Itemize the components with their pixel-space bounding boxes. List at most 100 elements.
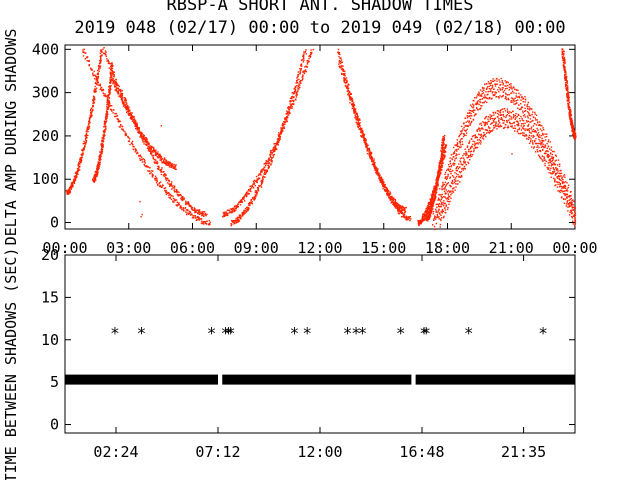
panel-1-point — [499, 126, 501, 128]
panel-1-point — [533, 131, 536, 133]
panel-1-point — [480, 135, 483, 137]
panel-1-point — [563, 198, 565, 200]
panel-1-point — [438, 174, 441, 177]
panel-1-point — [136, 125, 139, 128]
panel-1-point — [177, 194, 180, 196]
panel-1-point — [452, 153, 454, 155]
panel-1-point — [283, 127, 285, 129]
panel-1-point — [141, 159, 143, 161]
panel-1-point — [436, 215, 439, 217]
panel-1-point — [106, 97, 109, 99]
panel-1-point — [253, 181, 255, 184]
panel-1-point — [311, 51, 313, 54]
panel-1-point — [537, 142, 540, 145]
panel-1-point — [164, 158, 166, 160]
panel-1-point — [527, 101, 530, 104]
panel-1-point — [242, 197, 244, 199]
panel-1-point — [114, 89, 116, 91]
panel-1-point — [353, 111, 355, 113]
panel-1-point — [522, 127, 524, 129]
panel-1-point — [132, 119, 134, 121]
panel-1-point — [461, 132, 463, 134]
panel-1-point — [528, 130, 530, 132]
panel-1-point — [438, 218, 440, 220]
panel-1-point — [533, 135, 535, 138]
panel-1-point — [71, 184, 73, 186]
panel-1-point — [101, 54, 103, 56]
panel-1-point — [497, 89, 499, 91]
panel-1-point — [355, 108, 357, 110]
panel-1-point — [481, 137, 483, 139]
panel-1-point — [554, 180, 556, 182]
panel-1-point — [100, 87, 102, 89]
panel-1-point — [88, 120, 91, 122]
panel-1-point — [120, 124, 122, 126]
panel-1-point — [162, 184, 164, 187]
panel-1-point — [260, 183, 263, 186]
panel-1-point — [543, 157, 545, 160]
panel-1-point — [452, 163, 454, 165]
panel-1-point — [565, 189, 567, 192]
panel-1-point — [541, 139, 543, 142]
panel-1-point — [478, 141, 480, 144]
panel-1-point — [81, 149, 83, 151]
panel-1-point — [542, 134, 544, 136]
panel-1-point — [198, 213, 201, 215]
panel-1-point — [192, 215, 195, 217]
panel-1-point — [95, 174, 97, 177]
panel-1-point — [101, 50, 103, 52]
panel-1-point — [554, 178, 556, 180]
panel-1-point — [263, 169, 265, 171]
panel-1-point — [226, 213, 228, 216]
panel-1-point — [441, 187, 443, 189]
panel-1-point — [122, 105, 125, 107]
panel-1-point — [264, 169, 267, 171]
panel-1-point — [303, 57, 305, 59]
panel-1-point — [240, 201, 242, 203]
panel-1-point — [92, 109, 94, 112]
panel-1-point — [310, 51, 312, 54]
panel-1-point — [171, 163, 173, 165]
panel-1-point — [134, 151, 136, 153]
panel-1-point — [306, 66, 308, 68]
panel-1-point — [158, 165, 160, 167]
panel-1-point — [535, 138, 537, 140]
panel-1-point — [570, 203, 572, 205]
panel-1-point — [108, 105, 110, 108]
panel-1-point — [169, 185, 171, 187]
panel-1-point — [347, 93, 349, 95]
panel-1-point — [83, 48, 85, 50]
panel-1-point — [456, 150, 458, 152]
panel-1-point — [574, 217, 576, 219]
panel-1-point — [532, 140, 534, 142]
panel-1-point — [564, 76, 567, 79]
panel-1-point — [81, 154, 83, 157]
panel-1-point — [471, 120, 473, 123]
panel-1-point — [93, 101, 96, 104]
panel-1-point — [112, 71, 115, 73]
panel-1-point — [441, 159, 443, 162]
panel-1-point — [113, 74, 115, 76]
panel-1-point — [134, 125, 136, 128]
panel-1-point — [550, 152, 552, 154]
panel-1-point — [546, 143, 548, 145]
panel-1-point — [493, 94, 496, 96]
panel-1-point — [508, 121, 511, 123]
panel-1-point — [110, 65, 112, 67]
panel-1-point — [564, 66, 566, 68]
panel-1-point — [384, 190, 387, 193]
panel-1-point — [101, 136, 104, 139]
panel-1-point — [370, 153, 372, 155]
panel-1-point — [454, 189, 456, 191]
panel-1-point — [386, 187, 388, 189]
panel-1-point — [499, 110, 502, 112]
panel-1-point — [510, 111, 512, 114]
panel-1-point — [119, 120, 121, 123]
panel-1-point — [120, 95, 122, 98]
panel-1-point — [110, 88, 112, 90]
panel-1-point — [479, 143, 482, 145]
panel-1-point — [503, 122, 505, 124]
panel-1-point — [564, 194, 566, 197]
panel-1-point — [96, 168, 98, 171]
panel-1-point — [338, 65, 340, 67]
